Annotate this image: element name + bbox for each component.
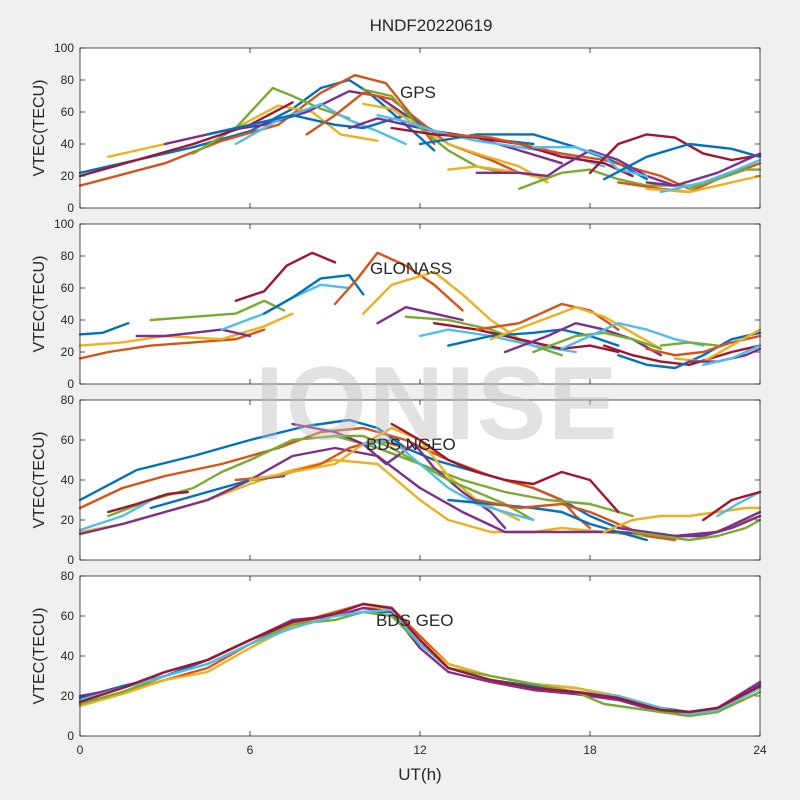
vtec-series-line	[362, 438, 535, 522]
y-tick-label: 40	[61, 313, 75, 327]
vtec-series-line	[475, 149, 677, 187]
vtec-series-line	[135, 328, 252, 338]
series-group	[78, 418, 762, 542]
y-tick-label: 80	[61, 249, 75, 263]
vtec-series-line	[78, 602, 762, 714]
vtec-series-line	[603, 344, 762, 366]
vtec-series-line	[333, 251, 464, 312]
panel-bds-ngeo: 0 20 40 60 80 VTEC(TECU) BDS NGEO	[31, 393, 762, 567]
series-group	[78, 251, 762, 370]
vtec-series-line	[78, 494, 161, 532]
x-tick-label: 18	[583, 743, 597, 757]
vtec-series-line	[475, 498, 677, 542]
series-group	[78, 602, 762, 718]
vtec-series-line	[673, 328, 762, 363]
y-axis-label: VTEC(TECU)	[31, 432, 48, 529]
y-axis-label: VTEC(TECU)	[31, 608, 48, 705]
panel-glonass: 0 20 40 60 80 100 VTEC(TECU) GLONASS	[31, 217, 762, 391]
vtec-series-line	[447, 133, 691, 190]
y-tick-label: 100	[54, 41, 74, 55]
vtec-series-line	[532, 331, 662, 354]
vtec-series-line	[716, 490, 762, 518]
panel-annotation: BDS NGEO	[366, 435, 456, 454]
panel-annotation: GLONASS	[370, 259, 452, 278]
y-tick-label: 80	[61, 73, 75, 87]
y-axis-label: VTEC(TECU)	[31, 256, 48, 353]
y-tick-label: 20	[61, 169, 75, 183]
y-tick-label: 20	[61, 689, 75, 703]
vtec-series-line	[248, 426, 521, 522]
vtec-series-line	[78, 426, 592, 530]
vtec-series-line	[390, 422, 620, 514]
vtec-series-line	[603, 142, 762, 181]
y-tick-label: 20	[61, 513, 75, 527]
vtec-series-line	[78, 608, 762, 716]
vtec-series-line	[688, 168, 762, 190]
panel-annotation: GPS	[400, 83, 436, 102]
y-tick-label: 60	[61, 105, 75, 119]
y-tick-label: 60	[61, 433, 75, 447]
y-tick-label: 80	[61, 569, 75, 583]
y-tick-label: 60	[61, 281, 75, 295]
x-axis-label: UT(h)	[398, 765, 441, 784]
vtec-series-line	[78, 74, 436, 187]
vtec-series-line	[659, 341, 719, 347]
vtec-series-line	[447, 498, 648, 542]
vtec-series-line	[702, 344, 762, 366]
vtec-series-line	[645, 152, 762, 187]
x-tick-label: 0	[77, 743, 84, 757]
vtec-series-line	[603, 506, 762, 534]
vtec-series-line	[107, 490, 189, 514]
y-tick-label: 40	[61, 473, 75, 487]
vtec-series-line	[149, 299, 286, 322]
panel-gps: 0 20 40 60 80 100 VTEC(TECU) GPS	[31, 41, 762, 215]
vtec-series-line	[333, 434, 535, 522]
vtec-series-line	[78, 328, 266, 360]
y-tick-label: 0	[67, 377, 74, 391]
vtec-series-line	[631, 518, 762, 542]
y-axis-label: VTEC(TECU)	[31, 80, 48, 177]
vtec-series-line	[362, 270, 521, 341]
y-tick-label: 20	[61, 345, 75, 359]
panel-bds-geo: 0 6 12 18 24 0 20 40 60 80 VTEC(TECU) BDS GEO	[31, 569, 767, 757]
y-tick-label: 40	[61, 137, 75, 151]
vtec-series-line	[78, 312, 294, 347]
vtec-series-line	[78, 322, 130, 336]
y-tick-label: 40	[61, 649, 75, 663]
vtec-series-line	[376, 306, 464, 325]
vtec-series-line	[489, 306, 662, 350]
vtec-series-line	[234, 251, 337, 302]
x-tick-label: 24	[753, 743, 767, 757]
series-group	[78, 74, 762, 194]
panel-annotation: BDS GEO	[376, 611, 453, 630]
figure-title: HNDF20220619	[370, 16, 493, 35]
y-tick-label: 0	[67, 553, 74, 567]
vtec-series-line	[560, 322, 705, 350]
vtec-series-line	[447, 328, 620, 347]
y-tick-label: 0	[67, 729, 74, 743]
x-tick-label: 6	[247, 743, 254, 757]
vtec-series-line	[433, 322, 620, 354]
vtec-series-line	[588, 133, 762, 174]
x-tick-label: 12	[413, 743, 427, 757]
y-tick-label: 60	[61, 609, 75, 623]
y-tick-label: 0	[67, 201, 74, 215]
vtec-series-line	[78, 101, 294, 178]
vtec-series-line	[659, 158, 762, 194]
vtec-series-line	[234, 102, 407, 146]
vtec-series-line	[702, 490, 762, 522]
y-tick-label: 80	[61, 393, 75, 407]
vtec-series-line	[362, 102, 549, 184]
y-tick-label: 100	[54, 217, 74, 231]
vtec-series-line	[617, 514, 762, 538]
vtec-series-line	[475, 302, 620, 331]
vtec-series-line	[447, 165, 549, 181]
